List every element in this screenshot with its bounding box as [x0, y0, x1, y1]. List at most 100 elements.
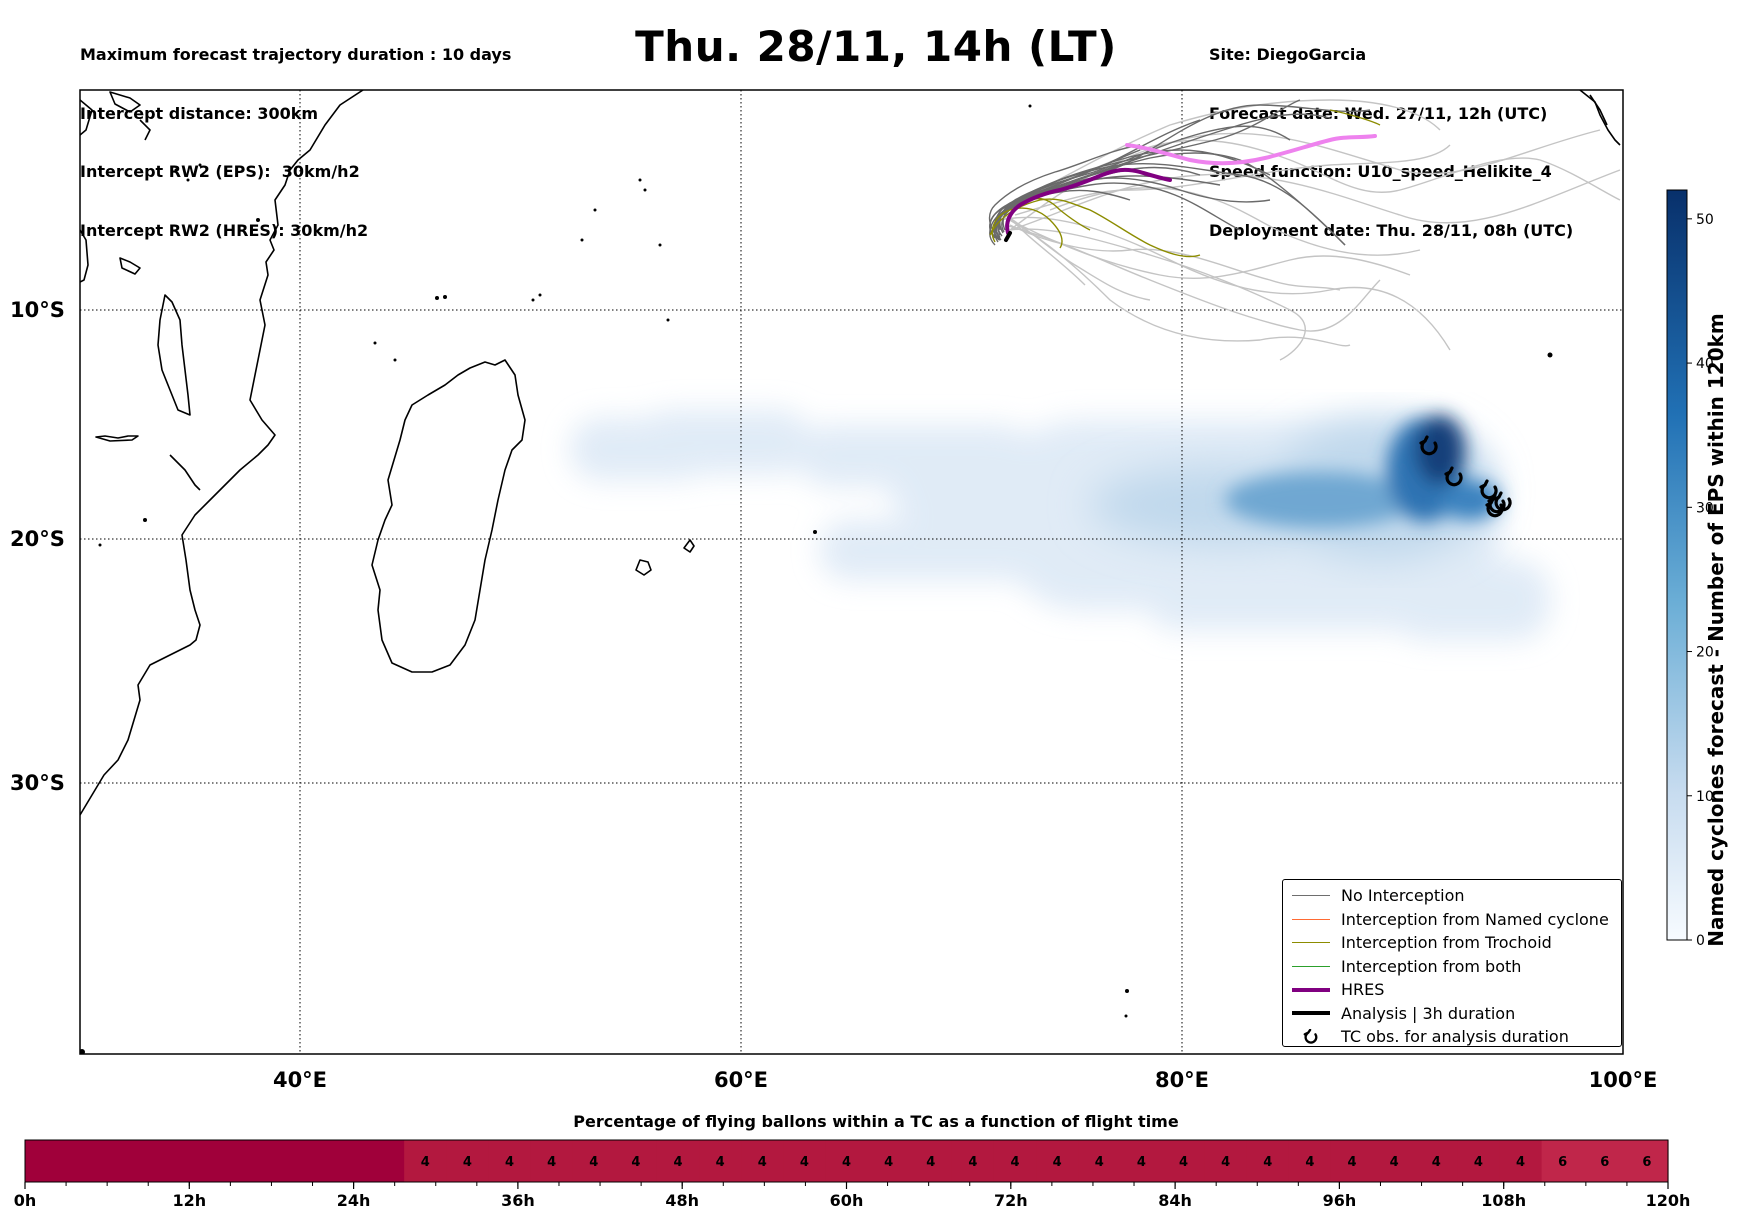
lat-label-10s: 10°S	[10, 298, 65, 322]
tc-observation-symbol	[1444, 466, 1463, 487]
percentage-tick-label: 108h	[1481, 1191, 1526, 1210]
percentage-segment	[1078, 1140, 1121, 1182]
colorbar-tick-label: 30	[1696, 500, 1714, 516]
site-info: Site: DiegoGarcia Forecast date: Wed. 27…	[1209, 6, 1573, 260]
colorbar-tick-label: 0	[1696, 933, 1705, 949]
percentage-value: 4	[800, 1155, 809, 1170]
max-duration-text: Maximum forecast trajectory duration : 1…	[80, 45, 512, 64]
percentage-segment	[1036, 1140, 1079, 1182]
percentage-segment	[1204, 1140, 1248, 1182]
percentage-bar-title: Percentage of flying ballons within a TC…	[573, 1112, 1179, 1131]
percentage-value: 4	[1263, 1155, 1272, 1170]
percentage-segment	[1583, 1140, 1627, 1182]
percentage-segment	[404, 1140, 447, 1182]
percentage-value: 4	[716, 1155, 725, 1170]
percentage-bar: 4 4 4 4 4 4 4 4 4 4 4 4 4 4 4 4 4 4 4 4 4 4 4 4 4 4 4 6 6 6 0h 12h 24h 3…	[14, 1139, 1690, 1210]
legend-swatch	[1291, 956, 1331, 976]
legend-label: TC obs. for analysis duration	[1341, 1027, 1569, 1047]
percentage-value: 4	[421, 1155, 430, 1170]
legend-swatch	[1291, 909, 1331, 929]
legend-item-tc-obs: TC obs. for analysis duration	[1291, 1025, 1621, 1049]
percentage-segment	[1288, 1140, 1332, 1182]
coastline	[80, 90, 1621, 816]
percentage-segment	[1541, 1140, 1585, 1182]
percentage-segment	[1162, 1140, 1206, 1182]
percentage-value: 6	[1558, 1155, 1567, 1170]
legend-swatch	[1291, 886, 1331, 906]
site-text: Site: DiegoGarcia	[1209, 45, 1367, 64]
percentage-segment	[1246, 1140, 1290, 1182]
tc-observation-symbol	[1485, 497, 1504, 518]
intercept-eps-text: Intercept RW2 (EPS): 30km/h2	[80, 162, 360, 181]
percentage-value: 4	[1516, 1155, 1525, 1170]
legend-label: Interception from both	[1341, 956, 1522, 976]
percentage-segment	[1120, 1140, 1164, 1182]
percentage-segment	[25, 1140, 68, 1182]
percentage-segment	[530, 1140, 574, 1182]
lat-label-20s: 20°S	[10, 527, 65, 551]
legend-item-named-cyclone: Interception from Named cyclone	[1291, 908, 1621, 932]
percentage-segment	[1625, 1140, 1669, 1182]
percentage-value: 4	[1221, 1155, 1230, 1170]
legend-swatch	[1291, 933, 1331, 953]
percentage-segment	[1457, 1140, 1501, 1182]
percentage-value: 4	[1095, 1155, 1104, 1170]
colorbar-gradient	[1666, 189, 1688, 941]
tc-observations	[1419, 435, 1512, 518]
percentage-value: 4	[926, 1155, 935, 1170]
percentage-value: 6	[1600, 1155, 1609, 1170]
cyclone-symbol-icon	[1291, 1027, 1331, 1047]
percentage-value: 4	[589, 1155, 598, 1170]
legend-swatch	[1291, 1003, 1331, 1023]
map-title: Thu. 28/11, 14h (LT)	[635, 22, 1117, 71]
percentage-bar-ticks: 0h 12h 24h 36h 48h 60h 72h 84h 96h 108h 120h	[14, 1182, 1690, 1210]
percentage-segment	[362, 1140, 405, 1182]
legend-swatch	[1291, 980, 1331, 1000]
percentage-segment	[614, 1140, 658, 1182]
deployment-date-text: Deployment date: Thu. 28/11, 08h (UTC)	[1209, 220, 1574, 240]
percentage-segment	[319, 1140, 363, 1182]
percentage-segment	[699, 1140, 742, 1182]
analysis-track	[1004, 231, 1012, 242]
percentage-segment	[867, 1140, 911, 1182]
percentage-segment	[109, 1140, 152, 1182]
percentage-tick-label: 36h	[501, 1191, 535, 1210]
lon-label-60e: 60°E	[714, 1068, 768, 1092]
percentage-tick-label: 0h	[14, 1191, 37, 1210]
percentage-segment	[488, 1140, 532, 1182]
percentage-tick-label: 24h	[337, 1191, 371, 1210]
percentage-segment	[1415, 1140, 1458, 1182]
hres-track-future	[1125, 134, 1377, 166]
percentage-segment	[909, 1140, 953, 1182]
percentage-bar-segments	[25, 1140, 1669, 1182]
legend-label: Interception from Trochoid	[1341, 933, 1552, 953]
percentage-value: 4	[631, 1155, 640, 1170]
legend-item-trochoid: Interception from Trochoid	[1291, 931, 1621, 955]
percentage-value: 4	[884, 1155, 893, 1170]
tc-observation-symbol	[1419, 435, 1438, 456]
percentage-value: 4	[842, 1155, 851, 1170]
cyclone-density-field	[570, 410, 1550, 640]
percentage-segment	[572, 1140, 616, 1182]
percentage-value: 4	[1305, 1155, 1314, 1170]
percentage-segment	[741, 1140, 784, 1182]
legend-label: Analysis | 3h duration	[1341, 1003, 1516, 1023]
legend-item-both: Interception from both	[1291, 955, 1621, 979]
forecast-parameters: Maximum forecast trajectory duration : 1…	[80, 6, 511, 260]
percentage-bar-values: 4 4 4 4 4 4 4 4 4 4 4 4 4 4 4 4 4 4 4 4 4 4 4 4 4 4 4 6 6 6	[421, 1155, 1652, 1170]
colorbar-title: Named cyclones forecast - Number of EPS …	[1704, 313, 1728, 947]
graticule	[80, 90, 1623, 1054]
percentage-value: 4	[547, 1155, 556, 1170]
hres-track	[1005, 167, 1172, 235]
colorbar-ticks: 0 10 20 30 40 50	[1687, 212, 1714, 949]
percentage-value: 4	[1432, 1155, 1441, 1170]
percentage-tick-label: 96h	[1323, 1191, 1357, 1210]
tc-observation-symbol	[1479, 479, 1498, 500]
percentage-value: 4	[1179, 1155, 1188, 1170]
percentage-segment	[277, 1140, 321, 1182]
eps-trajectories-trochoid	[989, 109, 1381, 258]
percentage-segment	[193, 1140, 237, 1182]
legend-item-no-interception: No Interception	[1291, 884, 1621, 908]
intercept-distance-text: Intercept distance: 300km	[80, 103, 319, 123]
